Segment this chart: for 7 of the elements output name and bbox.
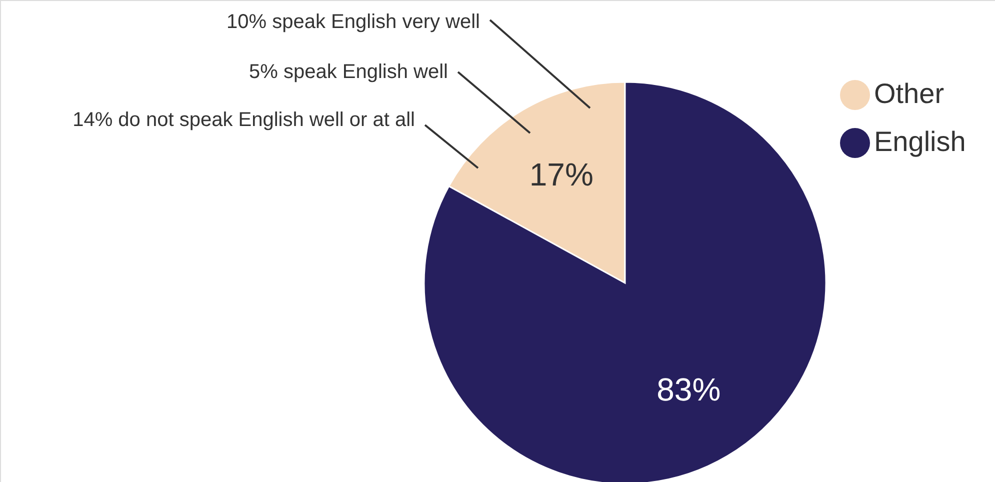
text: 14% do not speak English well or at all xyxy=(72,109,415,131)
legend-label: English xyxy=(874,126,966,157)
legend-label: Other xyxy=(874,78,944,109)
text: 5% speak English well xyxy=(249,61,448,83)
text: 10% speak English very well xyxy=(226,11,480,33)
data-label: 17% xyxy=(529,156,594,192)
data-label: 83% xyxy=(656,372,721,408)
